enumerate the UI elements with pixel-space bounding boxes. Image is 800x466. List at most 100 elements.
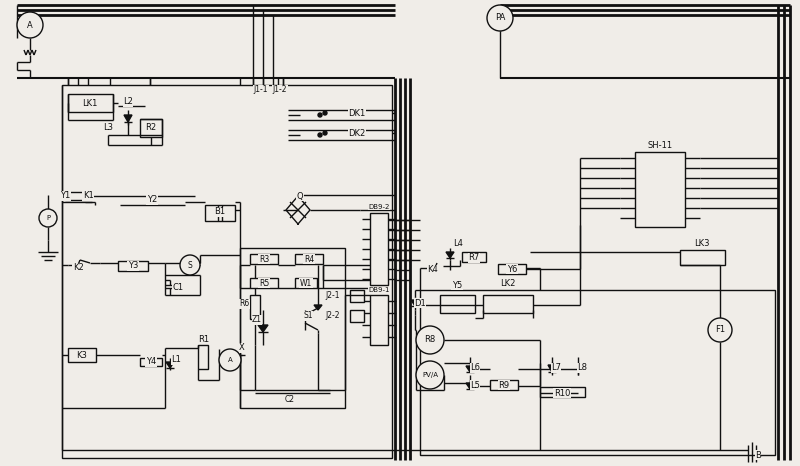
Polygon shape [446, 252, 454, 258]
Text: J2-2: J2-2 [326, 311, 340, 321]
Text: J1-1: J1-1 [254, 85, 268, 95]
Text: F1: F1 [715, 325, 725, 335]
Text: LK2: LK2 [500, 280, 516, 288]
Text: K2: K2 [73, 263, 83, 273]
Text: J2-1: J2-1 [326, 292, 340, 301]
Bar [65, 192, 85, 200]
Circle shape [323, 131, 327, 135]
Bar [62, 85, 392, 458]
Bar [462, 252, 486, 262]
Circle shape [318, 133, 322, 137]
Text: P: P [46, 215, 50, 221]
Bar [295, 254, 323, 264]
Text: LK3: LK3 [694, 239, 710, 247]
Bar [140, 358, 162, 366]
Text: L6: L6 [470, 363, 480, 372]
Text: A: A [27, 21, 33, 29]
Text: R2: R2 [146, 123, 157, 132]
Circle shape [219, 349, 241, 371]
Bar [498, 264, 526, 274]
Bar [483, 295, 533, 313]
Text: L3: L3 [103, 123, 113, 132]
Text: DK2: DK2 [348, 129, 366, 137]
Circle shape [708, 318, 732, 342]
Text: J1-2: J1-2 [273, 85, 287, 95]
Text: C2: C2 [285, 396, 295, 404]
Polygon shape [258, 325, 268, 332]
Text: R8: R8 [424, 336, 436, 344]
Bar [118, 261, 148, 271]
Text: DK1: DK1 [348, 109, 366, 117]
Text: Y1: Y1 [60, 192, 70, 200]
Circle shape [487, 5, 513, 31]
Text: R3: R3 [259, 254, 269, 263]
Circle shape [323, 111, 327, 115]
Bar [680, 250, 725, 265]
Text: A: A [228, 357, 232, 363]
Text: L7: L7 [551, 363, 561, 372]
Text: C1: C1 [173, 282, 183, 292]
Bar [350, 310, 364, 322]
Text: Y5: Y5 [452, 281, 462, 289]
Text: B: B [755, 451, 761, 459]
Text: R9: R9 [498, 381, 510, 390]
Circle shape [416, 326, 444, 354]
Text: R6: R6 [239, 300, 249, 308]
Polygon shape [124, 115, 132, 122]
Text: B1: B1 [214, 207, 226, 217]
Text: Y2: Y2 [147, 196, 157, 205]
Text: PV/A: PV/A [422, 372, 438, 378]
Bar [198, 345, 208, 369]
Polygon shape [466, 366, 474, 372]
Text: R4: R4 [304, 254, 314, 263]
Polygon shape [466, 383, 474, 389]
Bar [420, 290, 775, 455]
Text: W1: W1 [300, 279, 312, 288]
Text: K4: K4 [428, 266, 438, 274]
Text: PA: PA [495, 14, 505, 22]
Text: LK1: LK1 [82, 98, 98, 108]
Text: Y3: Y3 [128, 261, 138, 270]
Text: L1: L1 [171, 356, 181, 364]
Text: D1: D1 [414, 299, 426, 308]
Text: L2: L2 [123, 97, 133, 107]
Bar [440, 295, 475, 313]
Text: DB9-1: DB9-1 [368, 287, 390, 293]
Bar [250, 295, 260, 319]
Text: DB9-2: DB9-2 [368, 204, 390, 210]
Text: X: X [239, 343, 245, 352]
Text: K3: K3 [77, 350, 87, 359]
Circle shape [318, 113, 322, 117]
Bar [240, 248, 345, 408]
Text: R1: R1 [198, 335, 210, 343]
Text: R7: R7 [468, 254, 480, 262]
Text: SH-11: SH-11 [647, 141, 673, 150]
Bar [68, 94, 113, 112]
Circle shape [17, 12, 43, 38]
Text: Q: Q [297, 192, 303, 200]
Bar [140, 119, 162, 137]
Polygon shape [314, 305, 322, 310]
Bar [250, 278, 278, 288]
Bar [540, 387, 585, 397]
Bar [635, 152, 685, 227]
Polygon shape [411, 300, 419, 306]
Text: Y6: Y6 [507, 265, 517, 274]
Bar [295, 278, 317, 288]
Bar [68, 348, 96, 362]
Circle shape [416, 361, 444, 389]
Text: R5: R5 [259, 279, 269, 288]
Bar [370, 213, 388, 285]
Circle shape [39, 209, 57, 227]
Text: L4: L4 [453, 239, 463, 247]
Text: Y4: Y4 [146, 357, 156, 366]
Circle shape [180, 255, 200, 275]
Bar [272, 96, 288, 148]
Polygon shape [548, 365, 556, 372]
Text: S: S [188, 260, 192, 269]
Text: K1: K1 [82, 192, 94, 200]
Text: L5: L5 [470, 381, 480, 390]
Text: R10: R10 [554, 389, 570, 397]
Polygon shape [166, 362, 174, 368]
Text: S1: S1 [303, 311, 313, 321]
